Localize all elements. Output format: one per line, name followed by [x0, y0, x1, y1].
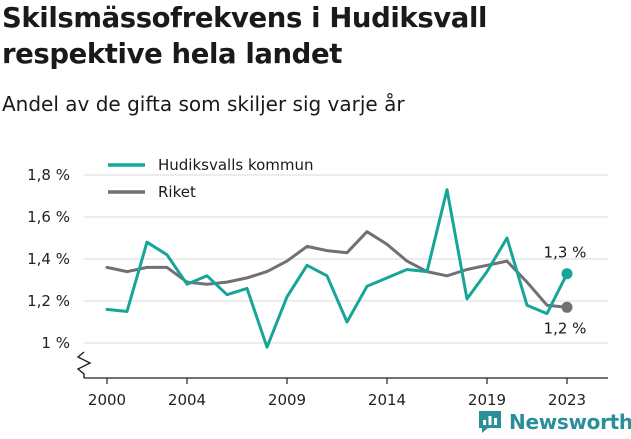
end-label: 1,3 %	[544, 244, 587, 262]
legend: Hudiksvalls kommun Riket	[108, 156, 314, 201]
end-label: 1,2 %	[544, 319, 587, 337]
end-point-marker	[561, 301, 573, 313]
legend-label: Riket	[158, 183, 196, 201]
newsworthy-logo-icon	[479, 411, 501, 433]
x-tick-label: 2000	[88, 391, 126, 409]
x-tick-label: 2004	[168, 391, 206, 409]
y-tick-label: 1,4 %	[27, 250, 70, 268]
x-tick-label: 2019	[468, 391, 506, 409]
x-axis: 2000 2004 2009 2014 2019 2023	[84, 377, 608, 409]
x-tick-label: 2014	[368, 391, 406, 409]
series-line	[105, 188, 569, 349]
y-tick-label: 1,6 %	[27, 208, 70, 226]
x-tick-label: 2009	[268, 391, 306, 409]
y-tick-label: 1,8 %	[27, 166, 70, 184]
y-axis: 1 % 1,2 % 1,4 % 1,6 % 1,8 %	[27, 166, 92, 378]
series-lines	[105, 188, 569, 349]
axis-break-icon	[76, 351, 92, 378]
chart-title: Skilsmässofrekvens i Hudiksvall respekti…	[2, 2, 488, 70]
y-tick-label: 1,2 %	[27, 292, 70, 310]
x-tick-label: 2023	[548, 391, 586, 409]
y-tick-label: 1 %	[41, 334, 70, 352]
legend-label: Hudiksvalls kommun	[158, 156, 314, 174]
chart-subtitle: Andel av de gifta som skiljer sig varje …	[2, 92, 405, 116]
end-point-marker	[561, 268, 573, 280]
end-markers: 1,3 % 1,2 %	[544, 244, 587, 338]
brand-name: Newsworthy	[509, 410, 631, 434]
newsworthy-logo: Newsworthy	[476, 409, 631, 435]
